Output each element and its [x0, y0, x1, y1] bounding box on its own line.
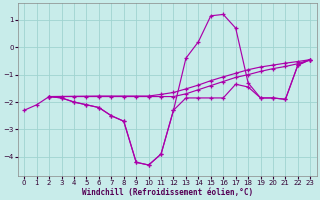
- X-axis label: Windchill (Refroidissement éolien,°C): Windchill (Refroidissement éolien,°C): [82, 188, 253, 197]
